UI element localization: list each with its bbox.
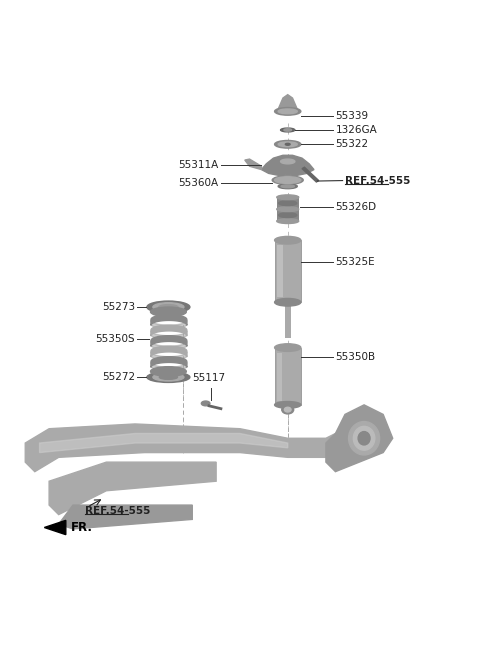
Ellipse shape	[159, 305, 178, 309]
Ellipse shape	[275, 141, 301, 148]
Ellipse shape	[278, 184, 297, 189]
FancyBboxPatch shape	[277, 245, 283, 298]
Ellipse shape	[279, 201, 297, 206]
Ellipse shape	[281, 185, 294, 188]
Polygon shape	[25, 424, 345, 472]
Polygon shape	[59, 505, 192, 529]
Ellipse shape	[277, 219, 299, 223]
Text: 1326GA: 1326GA	[336, 125, 377, 135]
Ellipse shape	[153, 303, 184, 311]
Ellipse shape	[282, 405, 294, 414]
Text: 55325E: 55325E	[336, 257, 375, 267]
Ellipse shape	[275, 108, 301, 115]
Polygon shape	[49, 462, 216, 514]
Ellipse shape	[281, 159, 295, 164]
Ellipse shape	[275, 237, 301, 244]
Text: 55311A: 55311A	[178, 160, 218, 170]
Ellipse shape	[275, 298, 301, 306]
Text: FR.: FR.	[71, 521, 93, 534]
Ellipse shape	[275, 401, 301, 408]
Ellipse shape	[275, 177, 301, 183]
Ellipse shape	[151, 367, 186, 376]
FancyBboxPatch shape	[277, 353, 282, 401]
Ellipse shape	[153, 373, 184, 381]
FancyBboxPatch shape	[275, 240, 301, 302]
Text: 55326D: 55326D	[336, 202, 377, 212]
Ellipse shape	[284, 129, 291, 131]
Text: 55273: 55273	[102, 302, 135, 312]
Ellipse shape	[272, 176, 303, 185]
Ellipse shape	[278, 109, 297, 114]
FancyBboxPatch shape	[285, 293, 290, 338]
Polygon shape	[245, 159, 262, 170]
Text: 55272: 55272	[102, 372, 135, 382]
Polygon shape	[277, 95, 298, 112]
Ellipse shape	[201, 401, 210, 406]
Ellipse shape	[348, 422, 380, 455]
Polygon shape	[44, 520, 66, 535]
Ellipse shape	[281, 128, 295, 132]
Text: 55360A: 55360A	[179, 179, 218, 189]
Ellipse shape	[279, 213, 297, 217]
Ellipse shape	[151, 307, 186, 317]
Text: REF.54-555: REF.54-555	[345, 175, 410, 185]
Ellipse shape	[278, 142, 297, 147]
Ellipse shape	[285, 143, 290, 145]
Polygon shape	[302, 167, 319, 182]
Ellipse shape	[147, 301, 190, 313]
Ellipse shape	[358, 432, 370, 445]
FancyBboxPatch shape	[277, 196, 299, 222]
Text: 55339: 55339	[336, 111, 369, 121]
Polygon shape	[326, 405, 393, 472]
Ellipse shape	[147, 372, 190, 382]
Ellipse shape	[275, 344, 301, 351]
Polygon shape	[262, 155, 314, 176]
Ellipse shape	[277, 207, 299, 212]
Text: 55350S: 55350S	[96, 334, 135, 344]
Text: 55322: 55322	[336, 139, 369, 149]
Ellipse shape	[353, 426, 375, 450]
Text: 55350B: 55350B	[336, 352, 375, 362]
Ellipse shape	[284, 407, 291, 412]
FancyBboxPatch shape	[275, 348, 301, 405]
Ellipse shape	[277, 195, 299, 200]
Text: 55117: 55117	[192, 373, 226, 384]
Polygon shape	[39, 434, 288, 453]
Text: REF.54-555: REF.54-555	[85, 506, 150, 516]
Ellipse shape	[159, 375, 178, 379]
